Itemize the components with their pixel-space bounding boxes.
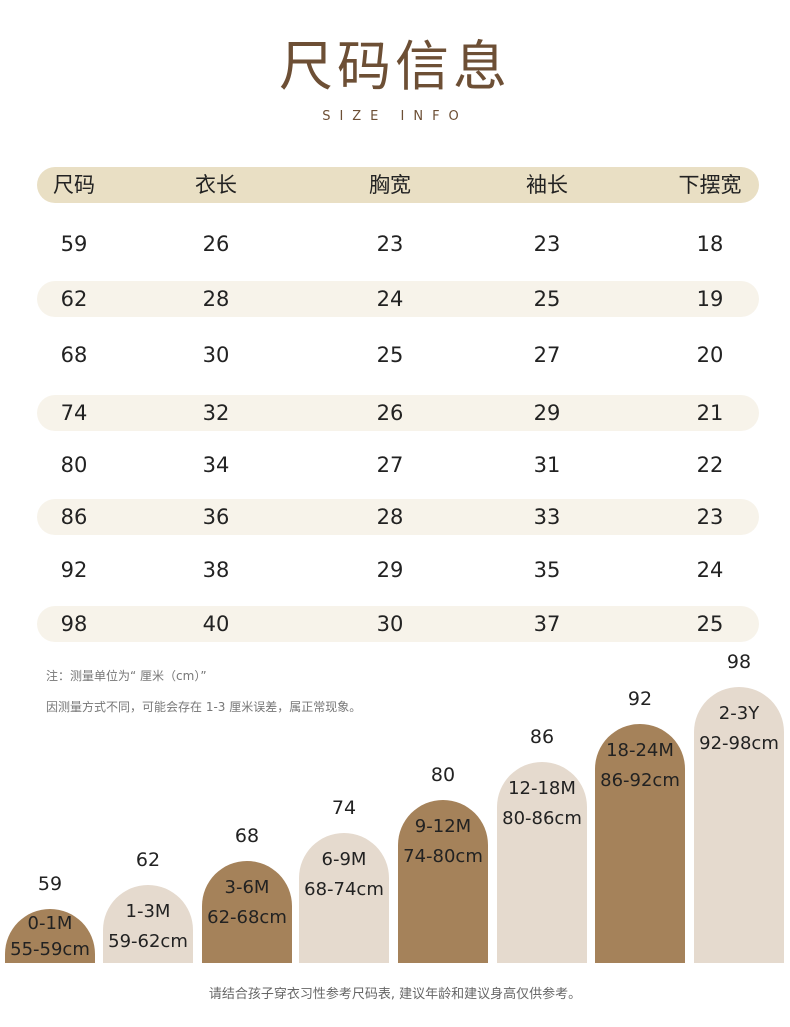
size-bar: 6-9M 68-74cm [299,833,389,963]
table-row-cell: 62 [60,287,88,311]
bar-age: 12-18M [508,778,576,799]
table-header-cell: 袖长 [526,173,568,197]
bar-height-range: 59-62cm [108,931,188,952]
table-row-cell: 86 [60,505,88,529]
size-bar: 3-6M 62-68cm [202,861,292,963]
bar-age: 3-6M [224,877,270,898]
bar-size-label: 68 [234,825,260,847]
table-row-cell: 24 [696,558,724,582]
table-row-cell: 23 [533,232,561,256]
table-row-cell: 22 [696,453,724,477]
size-bar: 1-3M 59-62cm [103,885,193,963]
bar-age: 0-1M [27,913,73,934]
bar-height-range: 74-80cm [403,846,483,867]
bar-age: 18-24M [606,740,674,761]
bar-age: 6-9M [321,849,367,870]
bar-height-range: 62-68cm [207,907,287,928]
table-header-cell: 尺码 [53,173,95,197]
size-bar: 9-12M 74-80cm [398,800,488,963]
table-row-cell: 31 [533,453,561,477]
table-row-cell: 25 [376,343,404,367]
table-row-cell: 37 [533,612,561,636]
table-row-cell: 35 [533,558,561,582]
table-row-cell: 30 [376,612,404,636]
table-row-cell: 40 [202,612,230,636]
table-row-cell: 24 [376,287,404,311]
bar-age: 2-3Y [718,703,760,724]
table-row-cell: 23 [696,505,724,529]
note-unit: 注：测量单位为“ 厘米（cm）” [46,669,207,683]
table-row-cell: 32 [202,401,230,425]
table-row-cell: 25 [533,287,561,311]
table-row-cell: 27 [376,453,404,477]
table-row-cell: 20 [696,343,724,367]
table-row-cell: 26 [202,232,230,256]
bar-size-label: 92 [627,688,653,710]
table-row-cell: 25 [696,612,724,636]
table-row-cell: 18 [696,232,724,256]
bar-height-range: 92-98cm [699,733,779,754]
table-row-cell: 21 [696,401,724,425]
page-title: 尺码信息 [279,35,511,98]
table-row: 68 30 25 27 20 [37,337,759,373]
table-row: 86 36 28 33 23 [37,499,759,535]
bar-size-label: 62 [135,849,161,871]
bar-size-label: 80 [430,764,456,786]
size-bar: 12-18M 80-86cm [497,762,587,963]
size-bar: 0-1M 55-59cm [5,909,95,963]
table-row-cell: 38 [202,558,230,582]
bar-size-label: 74 [331,797,357,819]
bar-size-label: 59 [37,873,63,895]
size-bar: 18-24M 86-92cm [595,724,685,963]
table-row-cell: 27 [533,343,561,367]
table-row-cell: 68 [60,343,88,367]
bar-height-range: 80-86cm [502,808,582,829]
bar-height-range: 86-92cm [600,770,680,791]
note-error: 因测量方式不同，可能会存在 1-3 厘米误差，属正常现象。 [46,700,362,714]
bar-age: 1-3M [125,901,171,922]
table-row: 98 40 30 37 25 [37,606,759,642]
table-row-cell: 92 [60,558,88,582]
size-bar: 2-3Y 92-98cm [694,687,784,963]
table-row: 59 26 23 23 18 [37,226,759,262]
table-row-cell: 26 [376,401,404,425]
table-row-cell: 29 [376,558,404,582]
bar-size-label: 98 [726,651,752,673]
table-row: 62 28 24 25 19 [37,281,759,317]
bar-height-range: 55-59cm [10,939,90,960]
page-subtitle: SIZE INFO [322,109,468,124]
bar-age: 9-12M [414,816,472,837]
table-row: 92 38 29 35 24 [37,552,759,588]
table-row-cell: 59 [60,232,88,256]
table-row-cell: 30 [202,343,230,367]
table-header-cell: 胸宽 [369,173,411,197]
footer-note: 请结合孩子穿衣习性参考尺码表, 建议年龄和建议身高仅供参考。 [208,987,582,1002]
table-row: 80 34 27 31 22 [37,447,759,483]
table-row-cell: 98 [60,612,88,636]
table-header: 尺码 衣长 胸宽 袖长 下摆宽 [37,167,759,203]
table-row-cell: 28 [202,287,230,311]
table-row-cell: 19 [696,287,724,311]
table-row: 74 32 26 29 21 [37,395,759,431]
bar-height-range: 68-74cm [304,879,384,900]
table-row-cell: 23 [376,232,404,256]
table-row-cell: 29 [533,401,561,425]
table-header-cell: 下摆宽 [678,173,742,197]
table-row-cell: 36 [202,505,230,529]
table-row-cell: 33 [533,505,561,529]
table-header-cell: 衣长 [195,173,237,197]
table-row-cell: 28 [376,505,404,529]
table-row-cell: 74 [60,401,88,425]
table-row-cell: 34 [202,453,230,477]
bar-size-label: 86 [529,726,555,748]
table-row-cell: 80 [60,453,88,477]
